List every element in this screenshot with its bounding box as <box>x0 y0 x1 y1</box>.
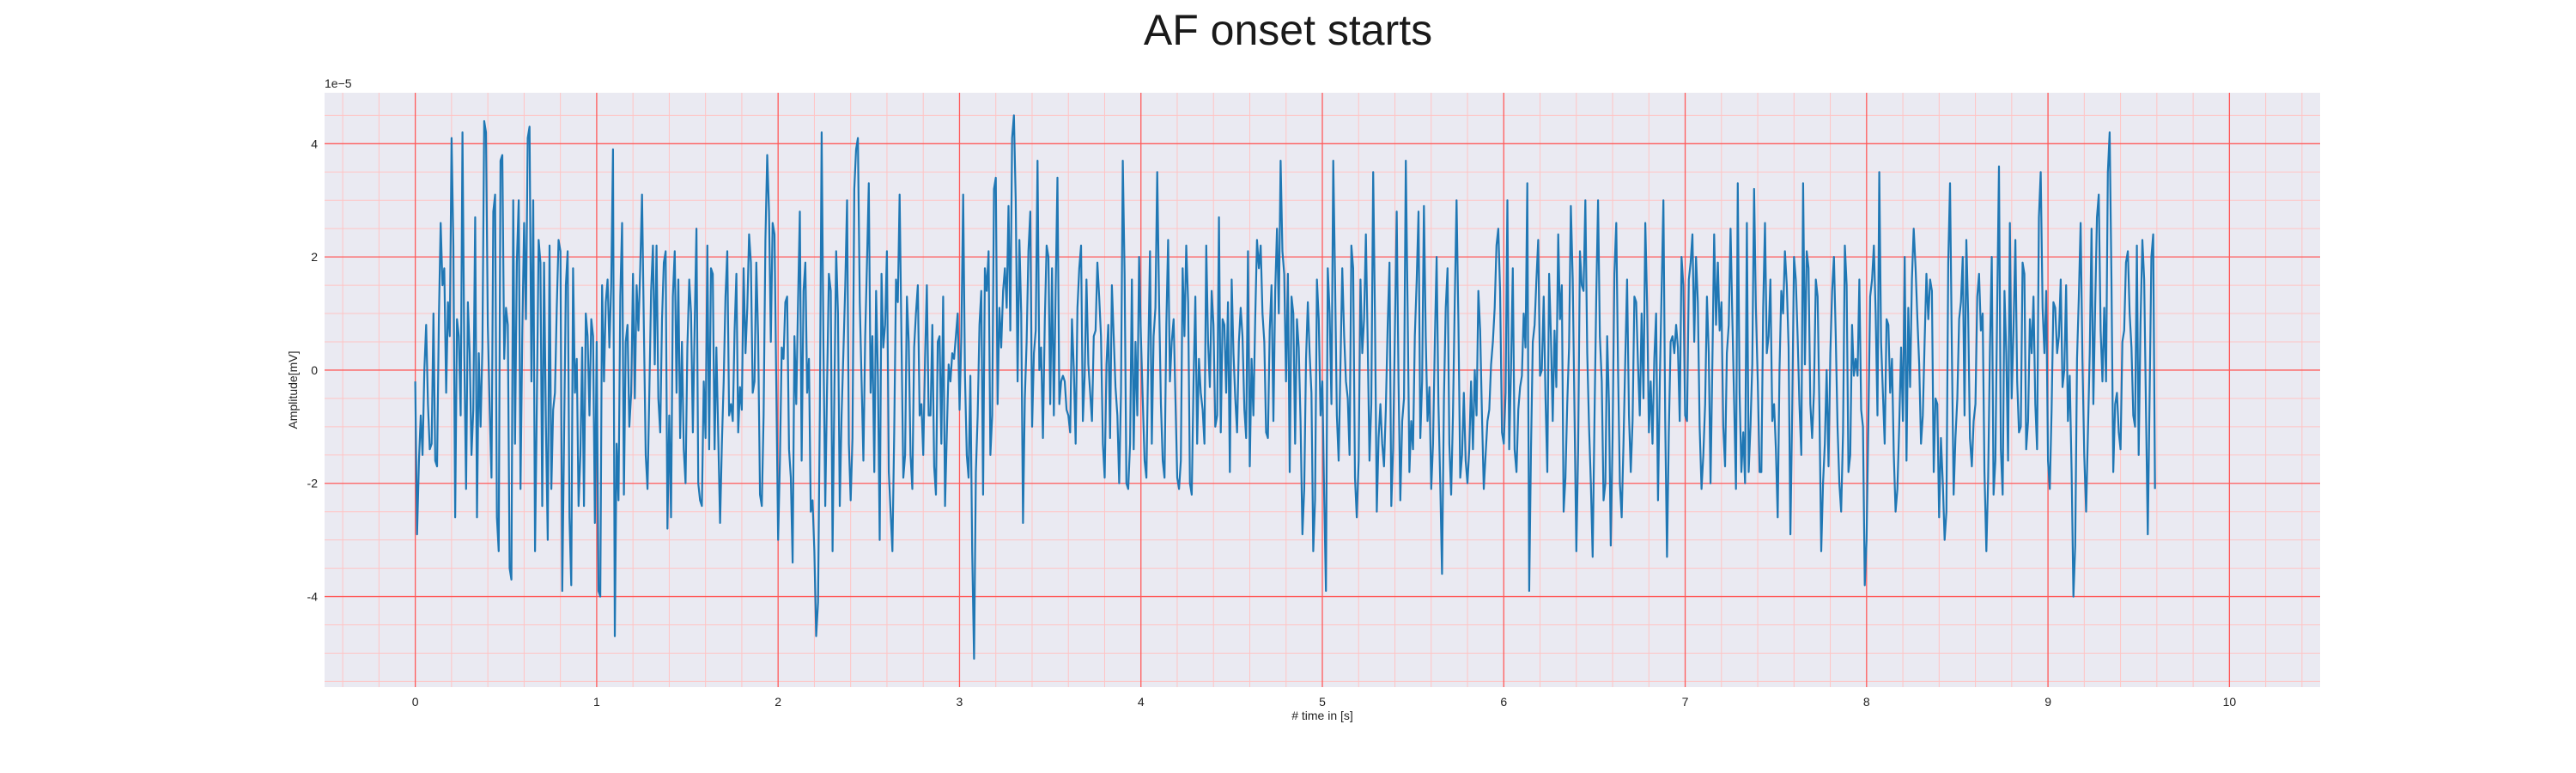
x-tick-label: 2 <box>775 695 781 709</box>
x-tick-label: 3 <box>957 695 963 709</box>
x-tick-label: 4 <box>1138 695 1145 709</box>
y-tick-labels: -4 -2 0 2 4 <box>307 137 319 603</box>
chart-title: AF onset starts <box>1143 6 1433 54</box>
y-tick-label: 0 <box>311 363 318 377</box>
y-tick-label: -2 <box>307 477 319 490</box>
x-tick-labels: 0 1 2 3 4 5 6 7 8 9 10 <box>412 695 2237 709</box>
y-tick-label: 2 <box>311 250 318 264</box>
y-axis-offset-label: 1e−5 <box>325 76 352 90</box>
y-tick-label: -4 <box>307 590 319 604</box>
x-tick-label: 6 <box>1500 695 1507 709</box>
y-axis-label: Amplitude[mV] <box>286 350 300 429</box>
x-tick-label: 1 <box>593 695 600 709</box>
ecg-series-line <box>414 114 2156 660</box>
x-tick-label: 7 <box>1682 695 1689 709</box>
x-tick-label: 5 <box>1319 695 1326 709</box>
x-axis-label: # time in [s] <box>1291 709 1353 722</box>
y-tick-label: 4 <box>311 137 318 150</box>
x-tick-label: 9 <box>2044 695 2051 709</box>
x-tick-label: 10 <box>2223 695 2237 709</box>
x-tick-label: 0 <box>412 695 419 709</box>
x-tick-label: 8 <box>1863 695 1870 709</box>
